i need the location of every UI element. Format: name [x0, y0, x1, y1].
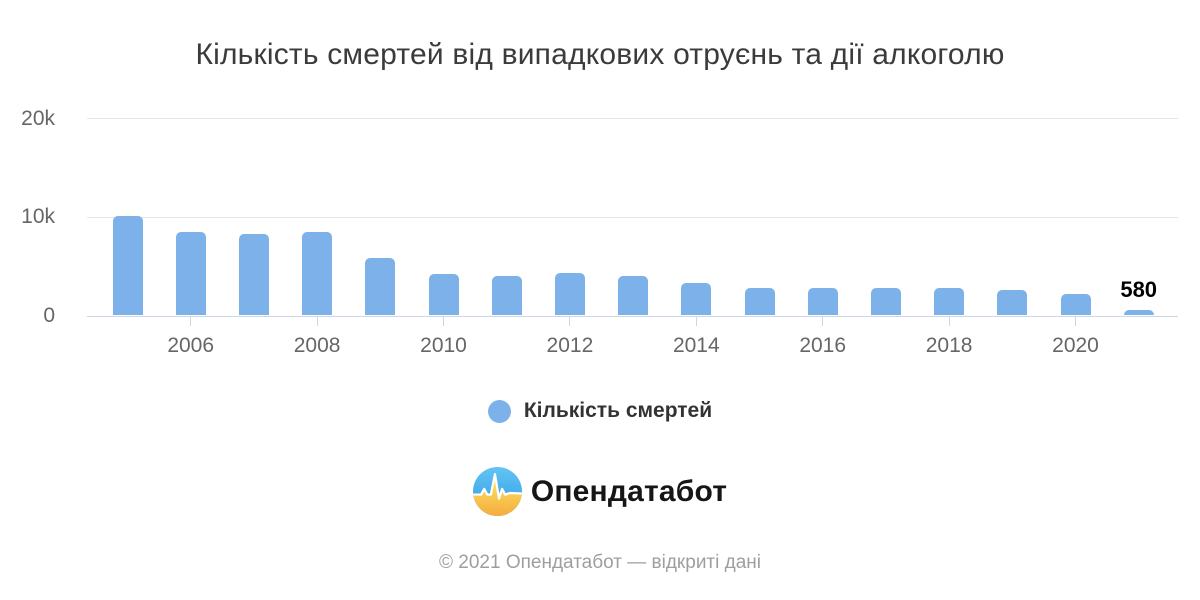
bar-2016[interactable] [807, 287, 838, 316]
bar-2010[interactable] [428, 274, 459, 316]
x-axis-label: 2018 [925, 334, 973, 357]
bar-2007[interactable] [238, 234, 269, 316]
legend-label: Кількість смертей [523, 399, 713, 422]
y-axis-label: 0 [43, 303, 55, 327]
x-axis-label: 2012 [546, 334, 594, 357]
bar-2011[interactable] [491, 276, 522, 316]
x-axis-tick [316, 316, 318, 326]
bar-2009[interactable] [365, 258, 396, 316]
x-axis-tick [1075, 316, 1076, 326]
legend-item[interactable]: Кількість смертей [0, 399, 1200, 423]
copyright-text: © 2021 Опендатабот — відкриті дані [439, 552, 761, 573]
chart-title: Кількість смертей від випадкових отруєнь… [195, 38, 1005, 71]
bar-2021[interactable] [1123, 309, 1154, 316]
opendatabot-logo-icon [472, 467, 522, 516]
x-axis-label: 2008 [293, 334, 341, 357]
x-axis-tick [822, 316, 824, 326]
bar-2006[interactable] [175, 232, 206, 316]
x-axis-label: 2010 [420, 334, 467, 357]
bar-2008[interactable] [302, 232, 333, 316]
x-axis-label: 2014 [672, 334, 720, 357]
bar-2013[interactable] [618, 275, 649, 316]
x-axis-line [87, 315, 1178, 317]
x-axis-label: 2020 [1052, 334, 1099, 357]
bar-2018[interactable] [934, 287, 965, 316]
data-label-2021: 580 [1120, 276, 1158, 302]
x-axis-tick [948, 316, 950, 326]
x-axis-tick [443, 316, 444, 326]
x-axis-label: 2006 [167, 334, 215, 357]
x-axis-label: 2016 [799, 334, 847, 357]
bar-2017[interactable] [870, 287, 901, 316]
bar-2005[interactable] [112, 216, 143, 316]
bar-2015[interactable] [744, 287, 775, 316]
x-axis-tick [190, 316, 192, 326]
bar-2019[interactable] [997, 289, 1028, 316]
bar-2012[interactable] [554, 273, 585, 316]
brand-name: Опендатабот [530, 474, 728, 508]
gridline-20k [87, 118, 1178, 119]
gridline-10k [87, 216, 1178, 218]
y-axis-label: 20k [21, 106, 55, 130]
brand-logo: Опендатабот [0, 467, 1200, 516]
x-axis-tick [695, 316, 697, 326]
x-axis-tick [569, 316, 571, 326]
y-axis-label: 10k [21, 205, 55, 228]
legend-series-marker-icon [487, 399, 511, 423]
bar-2014[interactable] [681, 282, 712, 316]
bar-2020[interactable] [1060, 293, 1091, 316]
